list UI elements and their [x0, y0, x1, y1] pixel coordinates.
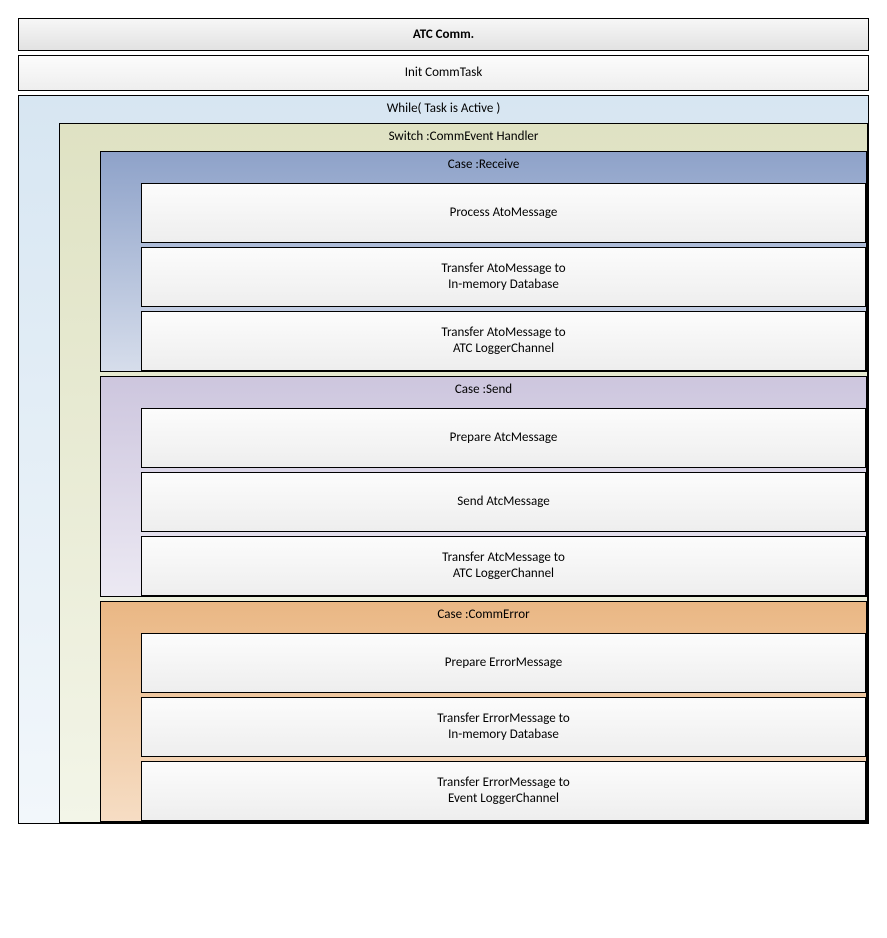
case-error-step-1: Prepare ErrorMessage	[141, 633, 866, 693]
switch-label: Switch :CommEvent Handler	[60, 124, 867, 151]
case-receive-step-3: Transfer AtoMessage toATC LoggerChannel	[141, 311, 866, 371]
case-receive-step-1: Process AtoMessage	[141, 183, 866, 243]
case-error-block: Case :CommError Prepare ErrorMessage Tra…	[100, 601, 867, 822]
case-send-step-1: Prepare AtcMessage	[141, 408, 866, 468]
case-send-step-2: Send AtcMessage	[141, 472, 866, 532]
while-label: While( Task is Active )	[19, 96, 868, 123]
init-step: Init CommTask	[18, 55, 869, 91]
case-send-label: Case :Send	[101, 377, 866, 404]
switch-block: Switch :CommEvent Handler Case :Receive …	[59, 123, 868, 823]
case-error-step-2: Transfer ErrorMessage toIn-memory Databa…	[141, 697, 866, 757]
case-error-label: Case :CommError	[101, 602, 866, 629]
case-receive-label: Case :Receive	[101, 152, 866, 179]
case-receive-block: Case :Receive Process AtoMessage Transfe…	[100, 151, 867, 372]
diagram-title-bar: ATC Comm.	[18, 18, 869, 51]
case-send-step-3: Transfer AtcMessage toATC LoggerChannel	[141, 536, 866, 596]
case-send-block: Case :Send Prepare AtcMessage Send AtcMe…	[100, 376, 867, 597]
case-receive-step-2: Transfer AtoMessage toIn-memory Database	[141, 247, 866, 307]
case-error-step-3: Transfer ErrorMessage toEvent LoggerChan…	[141, 761, 866, 821]
while-block: While( Task is Active ) Switch :CommEven…	[18, 95, 869, 824]
diagram-title: ATC Comm.	[19, 19, 868, 50]
